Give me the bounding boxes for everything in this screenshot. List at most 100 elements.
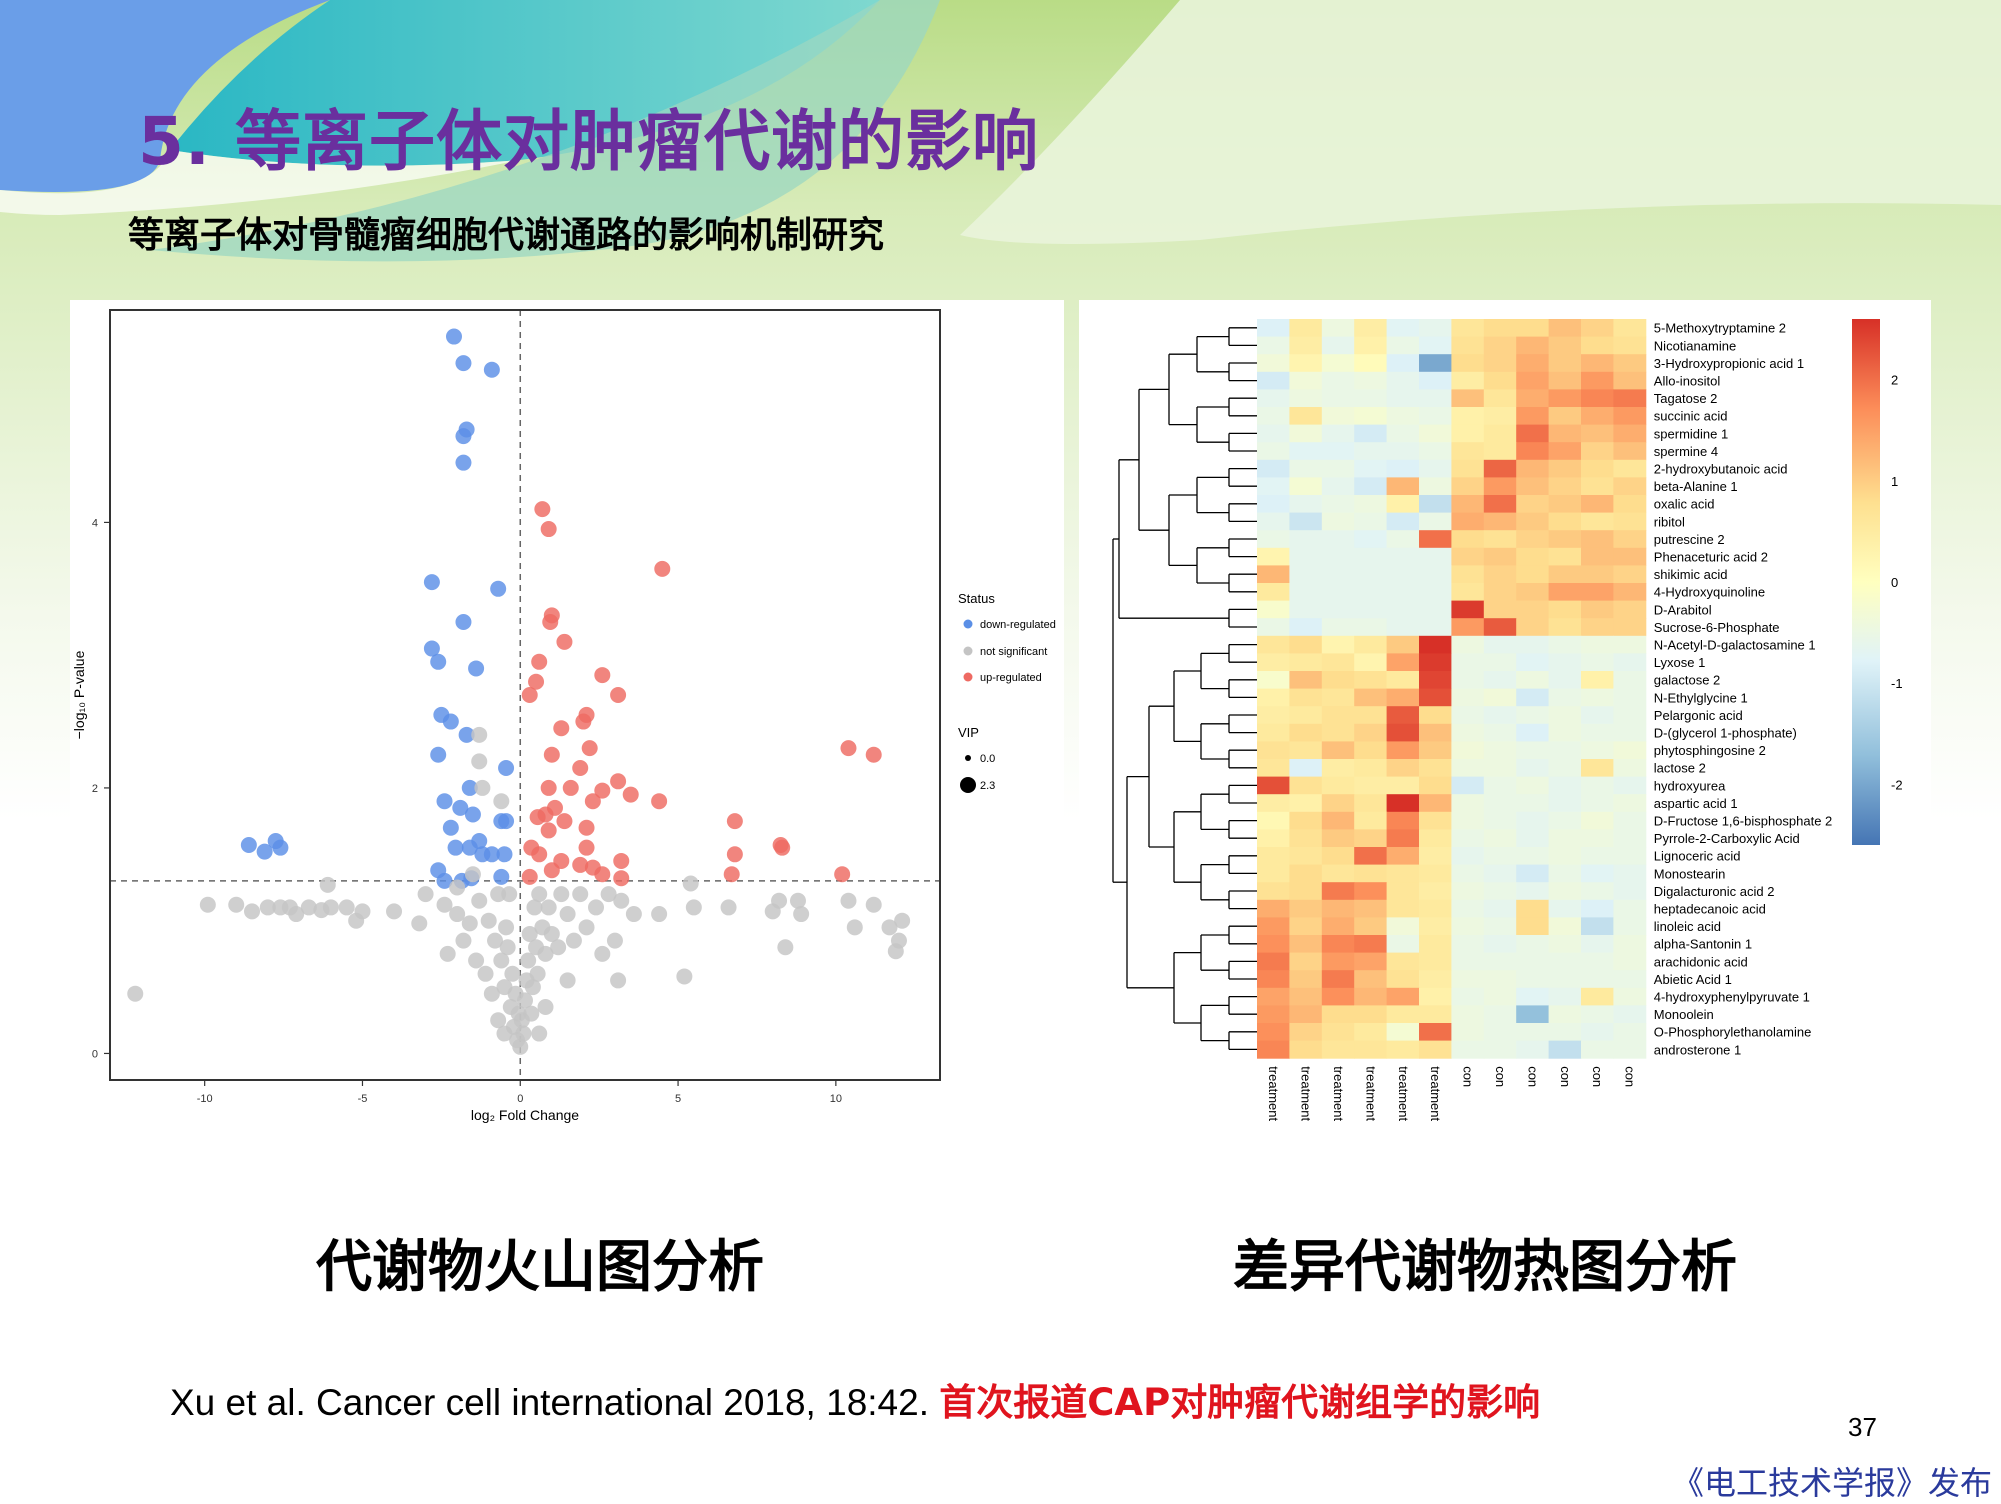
point-not-significant-53 xyxy=(550,939,567,956)
cell-r40-c6 xyxy=(1451,1023,1485,1042)
cell-r26-c6 xyxy=(1451,776,1485,795)
cell-r35-c9 xyxy=(1548,935,1582,954)
point-not-significant-83 xyxy=(439,945,456,962)
row-label-36: arachidonic acid xyxy=(1654,954,1748,969)
cell-r22-c7 xyxy=(1483,706,1517,725)
cell-r16-c10 xyxy=(1581,600,1614,619)
cell-r7-c8 xyxy=(1516,442,1550,461)
cell-r24-c1 xyxy=(1289,741,1323,760)
point-up-regulated-41 xyxy=(521,868,538,885)
point-up-regulated-1 xyxy=(540,521,557,538)
volcano-plot-panel: -10 -5 0 5 10 0 2 4 log₂ Fold Change −log₁₀ P-v… xyxy=(70,300,1064,1148)
cell-r7-c0 xyxy=(1257,442,1290,461)
point-not-significant-23 xyxy=(487,932,504,949)
cell-r22-c9 xyxy=(1548,706,1582,725)
cell-r34-c9 xyxy=(1548,917,1582,936)
point-down-regulated-20 xyxy=(464,806,481,823)
cell-r10-c0 xyxy=(1257,495,1290,514)
cell-r30-c10 xyxy=(1581,847,1614,866)
citation-reference: Xu et al. Cancer cell international 2018… xyxy=(170,1382,929,1423)
cell-r19-c7 xyxy=(1483,653,1517,672)
cell-r17-c10 xyxy=(1581,618,1614,637)
cell-r9-c0 xyxy=(1257,477,1290,496)
cell-r33-c1 xyxy=(1289,899,1323,918)
cell-r19-c0 xyxy=(1257,653,1290,672)
point-not-significant-0 xyxy=(127,985,144,1002)
cell-r20-c5 xyxy=(1419,671,1452,690)
row-label-40: O-Phosphorylethanolamine xyxy=(1654,1025,1812,1040)
cell-r34-c6 xyxy=(1451,917,1485,936)
point-not-significant-89 xyxy=(464,866,481,883)
cell-r0-c0 xyxy=(1257,319,1290,338)
point-down-regulated-5 xyxy=(455,454,472,471)
cell-r14-c2 xyxy=(1321,565,1355,584)
row-label-37: Abietic Acid 1 xyxy=(1654,972,1732,987)
cell-r15-c11 xyxy=(1613,583,1647,602)
point-down-regulated-29 xyxy=(496,846,513,863)
cell-r27-c1 xyxy=(1289,794,1323,813)
cell-r24-c4 xyxy=(1386,741,1420,760)
cell-r38-c10 xyxy=(1581,987,1614,1006)
cell-r21-c6 xyxy=(1451,688,1485,707)
cell-r28-c2 xyxy=(1321,811,1355,830)
legend-vip-small xyxy=(965,755,971,761)
point-not-significant-50 xyxy=(537,945,554,962)
cell-r27-c7 xyxy=(1483,794,1517,813)
slide-subtitle: 等离子体对骨髓瘤细胞代谢通路的影响机制研究 xyxy=(128,215,885,256)
point-not-significant-72 xyxy=(771,892,788,909)
cell-r1-c7 xyxy=(1483,336,1517,355)
cell-r32-c9 xyxy=(1548,882,1582,901)
x-tick-label-2: 0 xyxy=(517,1093,523,1105)
cell-r8-c4 xyxy=(1386,459,1420,478)
cell-r15-c4 xyxy=(1386,583,1420,602)
point-up-regulated-22 xyxy=(651,793,668,810)
cell-r41-c0 xyxy=(1257,1040,1290,1059)
cell-r38-c8 xyxy=(1516,987,1550,1006)
heatmap-cells xyxy=(1257,319,1647,1059)
point-not-significant-81 xyxy=(890,932,907,949)
cell-r33-c11 xyxy=(1613,899,1647,918)
cell-r12-c8 xyxy=(1516,530,1550,549)
row-label-16: D-Arabitol xyxy=(1654,602,1712,617)
cell-r1-c6 xyxy=(1451,336,1485,355)
cell-r15-c2 xyxy=(1321,583,1355,602)
cell-r17-c5 xyxy=(1419,618,1452,637)
row-label-18: N-Acetyl-D-galactosamine 1 xyxy=(1654,638,1816,653)
cell-r2-c10 xyxy=(1581,354,1614,373)
cell-r19-c2 xyxy=(1321,653,1355,672)
cell-r17-c7 xyxy=(1483,618,1517,637)
cell-r35-c10 xyxy=(1581,935,1614,954)
plot-frame xyxy=(109,309,941,1081)
point-up-regulated-29 xyxy=(540,822,557,839)
point-up-regulated-2 xyxy=(654,560,671,577)
cell-r17-c3 xyxy=(1354,618,1388,637)
cell-r11-c5 xyxy=(1419,512,1452,531)
point-up-regulated-15 xyxy=(543,746,560,763)
cell-r33-c2 xyxy=(1321,899,1355,918)
cell-r21-c1 xyxy=(1289,688,1323,707)
slide-title: 5. 等离子体对肿瘤代谢的影响 xyxy=(138,103,1039,180)
cell-r8-c2 xyxy=(1321,459,1355,478)
cell-r36-c4 xyxy=(1386,952,1420,971)
point-not-significant-55 xyxy=(559,906,576,923)
point-down-regulated-2 xyxy=(483,361,500,378)
cell-r29-c8 xyxy=(1516,829,1550,848)
point-up-regulated-48 xyxy=(865,746,882,763)
cell-r29-c10 xyxy=(1581,829,1614,848)
point-not-significant-44 xyxy=(524,979,541,996)
cell-r16-c11 xyxy=(1613,600,1647,619)
point-up-regulated-16 xyxy=(572,760,589,777)
point-not-significant-19 xyxy=(449,906,466,923)
cell-r31-c10 xyxy=(1581,864,1614,883)
cell-r12-c4 xyxy=(1386,530,1420,549)
cell-r13-c6 xyxy=(1451,547,1485,566)
point-up-regulated-45 xyxy=(723,866,740,883)
cell-r28-c3 xyxy=(1354,811,1388,830)
cell-r23-c9 xyxy=(1548,723,1582,742)
y-tick-label-1: 2 xyxy=(92,783,98,795)
cell-r36-c2 xyxy=(1321,952,1355,971)
cell-r2-c2 xyxy=(1321,354,1355,373)
cell-r36-c3 xyxy=(1354,952,1388,971)
cell-r10-c9 xyxy=(1548,495,1582,514)
cell-r27-c4 xyxy=(1386,794,1420,813)
